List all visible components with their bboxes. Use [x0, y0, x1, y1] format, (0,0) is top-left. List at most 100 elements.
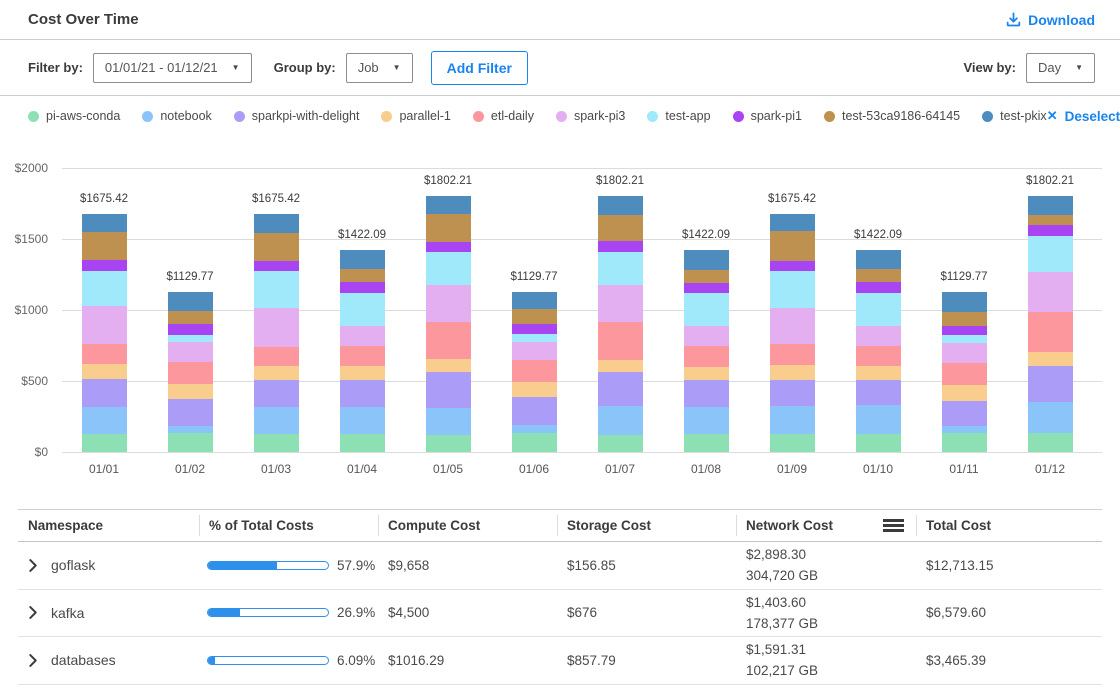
bar-segment-parallel-1[interactable]	[81, 364, 127, 380]
bar-segment-parallel-1[interactable]	[683, 366, 729, 381]
bar-segment-spark-pi1[interactable]	[167, 324, 213, 336]
bar-01/10[interactable]	[855, 250, 901, 452]
bar-segment-parallel-1[interactable]	[769, 364, 815, 381]
download-button[interactable]: Download	[1006, 12, 1095, 28]
bar-segment-sparkpi-with-delight[interactable]	[253, 379, 299, 408]
bar-segment-spark-pi3[interactable]	[81, 306, 127, 344]
bar-01/03[interactable]	[253, 214, 299, 452]
bar-segment-parallel-1[interactable]	[425, 359, 471, 373]
legend-item-pi-aws-conda[interactable]: pi-aws-conda	[28, 109, 120, 123]
bar-segment-test-app[interactable]	[167, 335, 213, 343]
bar-segment-etl-daily[interactable]	[769, 344, 815, 365]
bar-segment-sparkpi-with-delight[interactable]	[855, 379, 901, 405]
bar-segment-parallel-1[interactable]	[511, 381, 557, 397]
legend-item-parallel-1[interactable]: parallel-1	[381, 109, 451, 123]
bar-segment-notebook[interactable]	[81, 407, 127, 434]
bar-segment-sparkpi-with-delight[interactable]	[425, 372, 471, 408]
bar-segment-etl-daily[interactable]	[511, 359, 557, 382]
bar-01/04[interactable]	[339, 250, 385, 452]
bar-segment-etl-daily[interactable]	[597, 322, 643, 360]
bar-segment-pi-aws-conda[interactable]	[253, 433, 299, 452]
bar-segment-test-53ca9186-64145[interactable]	[511, 308, 557, 325]
bar-segment-etl-daily[interactable]	[425, 322, 471, 359]
bar-segment-test-pkix[interactable]	[941, 291, 987, 313]
bar-segment-parallel-1[interactable]	[941, 384, 987, 402]
bar-01/11[interactable]	[941, 291, 987, 452]
bar-segment-spark-pi1[interactable]	[339, 282, 385, 293]
column-header-network[interactable]: Network Cost	[736, 510, 916, 541]
legend-item-test-53ca9186-64145[interactable]: test-53ca9186-64145	[823, 109, 960, 123]
bar-segment-sparkpi-with-delight[interactable]	[1027, 365, 1073, 403]
legend-item-spark-pi1[interactable]: spark-pi1	[732, 109, 802, 123]
bar-segment-test-53ca9186-64145[interactable]	[769, 230, 815, 262]
bar-segment-sparkpi-with-delight[interactable]	[511, 396, 557, 426]
bar-segment-spark-pi1[interactable]	[425, 242, 471, 253]
bar-segment-spark-pi3[interactable]	[167, 342, 213, 363]
bar-segment-spark-pi1[interactable]	[253, 260, 299, 272]
bar-segment-notebook[interactable]	[769, 406, 815, 434]
bar-segment-etl-daily[interactable]	[81, 343, 127, 365]
bar-segment-test-app[interactable]	[683, 293, 729, 327]
bar-segment-sparkpi-with-delight[interactable]	[81, 379, 127, 408]
bar-segment-notebook[interactable]	[253, 407, 299, 434]
chevron-right-icon[interactable]	[28, 606, 38, 620]
bar-segment-test-pkix[interactable]	[81, 214, 127, 233]
add-filter-button[interactable]: Add Filter	[430, 50, 528, 85]
bar-segment-test-53ca9186-64145[interactable]	[941, 312, 987, 326]
bar-segment-sparkpi-with-delight[interactable]	[769, 380, 815, 407]
bar-segment-etl-daily[interactable]	[1027, 312, 1073, 353]
bar-segment-spark-pi1[interactable]	[941, 325, 987, 335]
bar-segment-notebook[interactable]	[941, 426, 987, 434]
bar-segment-pi-aws-conda[interactable]	[1027, 433, 1073, 452]
legend-item-sparkpi-with-delight[interactable]: sparkpi-with-delight	[233, 109, 359, 123]
bar-segment-spark-pi3[interactable]	[511, 342, 557, 360]
bar-segment-sparkpi-with-delight[interactable]	[339, 379, 385, 408]
bar-segment-notebook[interactable]	[511, 425, 557, 433]
bar-segment-test-53ca9186-64145[interactable]	[167, 310, 213, 325]
bar-segment-test-53ca9186-64145[interactable]	[425, 214, 471, 243]
bar-segment-parallel-1[interactable]	[167, 384, 213, 399]
legend-item-test-app[interactable]: test-app	[647, 109, 711, 123]
bar-segment-test-app[interactable]	[769, 271, 815, 308]
bar-segment-spark-pi3[interactable]	[597, 284, 643, 323]
table-row-goflask[interactable]: goflask 57.9% $9,658 $156.85 $2,898.30 304,72…	[18, 542, 1102, 590]
chevron-right-icon[interactable]	[28, 653, 38, 667]
bar-segment-pi-aws-conda[interactable]	[597, 434, 643, 452]
bar-segment-parallel-1[interactable]	[1027, 352, 1073, 366]
bar-segment-test-pkix[interactable]	[253, 214, 299, 234]
bar-segment-test-app[interactable]	[425, 252, 471, 285]
bar-segment-parallel-1[interactable]	[597, 359, 643, 372]
bar-segment-etl-daily[interactable]	[855, 345, 901, 367]
bar-01/08[interactable]	[683, 250, 729, 452]
bar-segment-test-53ca9186-64145[interactable]	[683, 269, 729, 284]
date-range-select[interactable]: 01/01/21 - 01/12/21 ▼	[92, 52, 252, 83]
bar-segment-spark-pi3[interactable]	[253, 307, 299, 348]
bar-01/02[interactable]	[167, 291, 213, 452]
bar-segment-spark-pi3[interactable]	[855, 325, 901, 346]
bar-segment-pi-aws-conda[interactable]	[425, 434, 471, 452]
bar-segment-spark-pi3[interactable]	[425, 284, 471, 323]
bar-segment-test-app[interactable]	[941, 334, 987, 343]
bar-segment-test-53ca9186-64145[interactable]	[855, 269, 901, 283]
bar-segment-sparkpi-with-delight[interactable]	[597, 371, 643, 407]
bar-segment-spark-pi3[interactable]	[941, 342, 987, 364]
bar-segment-notebook[interactable]	[339, 407, 385, 434]
bar-segment-test-53ca9186-64145[interactable]	[81, 232, 127, 261]
bar-segment-notebook[interactable]	[425, 407, 471, 435]
bar-segment-etl-daily[interactable]	[167, 362, 213, 385]
deselect-all-button[interactable]: ✕ Deselect All	[1047, 108, 1120, 124]
bar-segment-spark-pi3[interactable]	[1027, 271, 1073, 313]
column-header-percent[interactable]: % of Total Costs	[199, 510, 378, 541]
bar-01/01[interactable]	[81, 214, 127, 452]
bar-segment-test-app[interactable]	[81, 270, 127, 307]
bar-segment-test-pkix[interactable]	[597, 196, 643, 215]
bar-segment-test-pkix[interactable]	[683, 250, 729, 270]
bar-segment-pi-aws-conda[interactable]	[941, 433, 987, 452]
bar-segment-test-app[interactable]	[597, 251, 643, 285]
bar-segment-spark-pi1[interactable]	[1027, 224, 1073, 237]
bar-segment-notebook[interactable]	[597, 406, 643, 435]
bar-segment-notebook[interactable]	[167, 425, 213, 434]
bar-segment-etl-daily[interactable]	[941, 363, 987, 385]
bar-segment-test-app[interactable]	[253, 271, 299, 308]
bar-segment-pi-aws-conda[interactable]	[683, 433, 729, 452]
